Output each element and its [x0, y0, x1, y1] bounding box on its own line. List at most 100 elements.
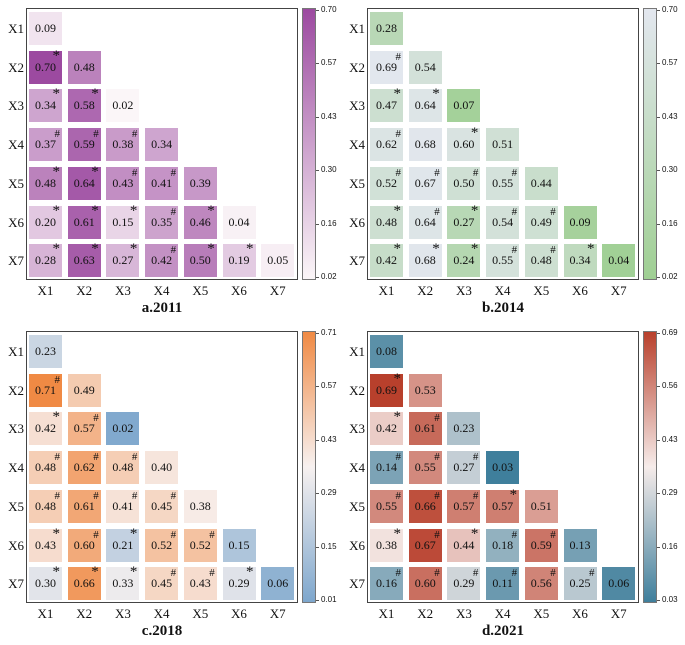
colorbar-tick-label: 0.43 — [321, 111, 337, 121]
heatmap-panel-2: 0.28 0.69 #0.54 0.47 * 0.64 * 0.07 0.62 #0.68 0.60… — [341, 0, 681, 320]
x-axis-label: X6 — [572, 283, 588, 298]
heatmap-cell: 0.55 # — [408, 451, 442, 485]
y-axis-label: X2 — [349, 59, 365, 75]
cell-value: 0.07 — [453, 98, 475, 113]
heatmap-cell: 0.20 * — [29, 203, 62, 239]
heatmap-cell: 0.57 # — [67, 412, 101, 446]
colorbar — [643, 331, 657, 603]
colorbar-tick-label: 0.16 — [321, 218, 337, 228]
colorbar-tick-mark — [657, 439, 660, 441]
significance-star: * — [393, 525, 402, 542]
significance-star: * — [587, 241, 595, 258]
cell-value: 0.54 — [414, 59, 436, 74]
cell-value: 0.55 — [492, 253, 514, 268]
cell-value: 0.02 — [112, 98, 134, 113]
heatmap-cell: 0.51 — [486, 128, 520, 162]
plot-frame — [26, 8, 298, 280]
heatmap-cell: 0.27 # — [447, 451, 481, 485]
x-axis-label: X2 — [417, 283, 434, 298]
cell-value: 0.19 — [228, 253, 250, 268]
heatmap-cell: 0.23 — [29, 335, 62, 368]
heatmap-cell: 0.11 # — [486, 567, 520, 601]
cell-value: 0.06 — [267, 576, 289, 591]
significance-star: * — [432, 86, 440, 103]
heatmap-cell: 0.55 # — [486, 166, 520, 200]
significance-star: * — [129, 525, 138, 542]
cell-value: 0.60 — [73, 537, 95, 552]
x-axis-label: X5 — [533, 606, 550, 621]
heatmap-cell: 0.38 * — [370, 525, 403, 562]
significance-star: * — [129, 241, 138, 258]
cell-value: 0.38 — [189, 498, 211, 513]
cell-value: 0.52 — [151, 537, 173, 552]
significance-hash: # — [511, 166, 518, 179]
y-axis-label: X1 — [349, 344, 365, 359]
heatmap-cell: 0.16 # — [370, 567, 403, 601]
y-axis-label: X4 — [8, 137, 24, 153]
heatmap-cell: 0.15 — [222, 528, 256, 562]
colorbar-tick-label: 0.16 — [662, 541, 678, 551]
heatmap-cell: 0.28 * — [29, 242, 62, 278]
cell-value: 0.48 — [530, 253, 552, 268]
colorbar-tick-mark — [316, 116, 319, 118]
heatmap-cell: 0.03 — [486, 451, 520, 485]
heatmap-cell: 0.37 # — [29, 128, 62, 162]
colorbar-tick-label: 0.29 — [321, 488, 337, 498]
cell-value: 0.20 — [35, 214, 56, 229]
significance-star: * — [91, 86, 99, 103]
cell-value: 0.55 — [414, 460, 436, 475]
cell-value: 0.04 — [608, 253, 630, 268]
colorbar-tick-mark — [657, 277, 660, 278]
colorbar — [302, 331, 316, 603]
cell-value: 0.13 — [569, 537, 591, 552]
x-axis-label: X3 — [455, 283, 472, 298]
significance-star: * — [91, 163, 99, 180]
cell-value: 0.59 — [530, 537, 552, 552]
heatmap-cell: 0.41 # — [145, 166, 179, 200]
y-axis-label: X5 — [8, 498, 24, 514]
heatmap-cell: 0.61 # — [408, 412, 442, 446]
cell-value: 0.42 — [376, 421, 397, 436]
x-axis-label: X7 — [269, 283, 286, 298]
cell-value: 0.57 — [492, 498, 514, 513]
cell-value: 0.62 — [73, 460, 95, 475]
x-axis-label: X6 — [231, 283, 247, 298]
significance-star: * — [91, 241, 99, 258]
cell-value: 0.08 — [376, 344, 397, 358]
significance-hash: # — [131, 128, 138, 141]
colorbar-tick-label: 0.69 — [662, 328, 678, 337]
significance-hash: # — [54, 373, 61, 386]
colorbar-tick-mark — [657, 170, 660, 172]
significance-hash: # — [434, 489, 440, 502]
x-axis-label: X4 — [153, 606, 170, 621]
heatmap-cell: 0.67 # — [408, 166, 442, 200]
cell-value: 0.45 — [151, 576, 173, 591]
cell-value: 0.59 — [73, 137, 95, 152]
cell-value: 0.52 — [189, 537, 211, 552]
colorbar-tick-mark — [316, 10, 319, 11]
colorbar-tick-mark — [657, 386, 660, 388]
x-axis-label: X4 — [494, 283, 511, 298]
heatmap-cell: 0.48 # — [29, 451, 62, 485]
significance-hash: # — [93, 451, 99, 464]
significance-star: * — [129, 564, 138, 581]
heatmap-cell: 0.09 — [29, 12, 62, 45]
heatmap-cell: 0.61 * — [67, 203, 101, 239]
cell-value: 0.50 — [189, 253, 211, 268]
heatmap-cell: 0.68 — [408, 128, 442, 162]
x-axis-label: X1 — [37, 283, 54, 298]
colorbar-tick-mark — [657, 63, 660, 65]
colorbar-tick-label: 0.70 — [662, 5, 678, 14]
significance-star: * — [509, 486, 518, 503]
heatmap-cell: 0.19 * — [222, 242, 256, 278]
cell-value: 0.43 — [35, 537, 56, 552]
significance-star: * — [91, 564, 99, 581]
cell-value: 0.34 — [151, 137, 173, 152]
significance-star: * — [393, 202, 402, 219]
heatmap-cell: 0.63 * — [67, 241, 101, 278]
significance-hash: # — [170, 489, 177, 502]
colorbar-tick-label: 0.30 — [662, 165, 678, 175]
significance-hash: # — [395, 166, 402, 179]
significance-hash: # — [54, 451, 61, 464]
colorbar-tick-label: 0.57 — [321, 381, 337, 391]
